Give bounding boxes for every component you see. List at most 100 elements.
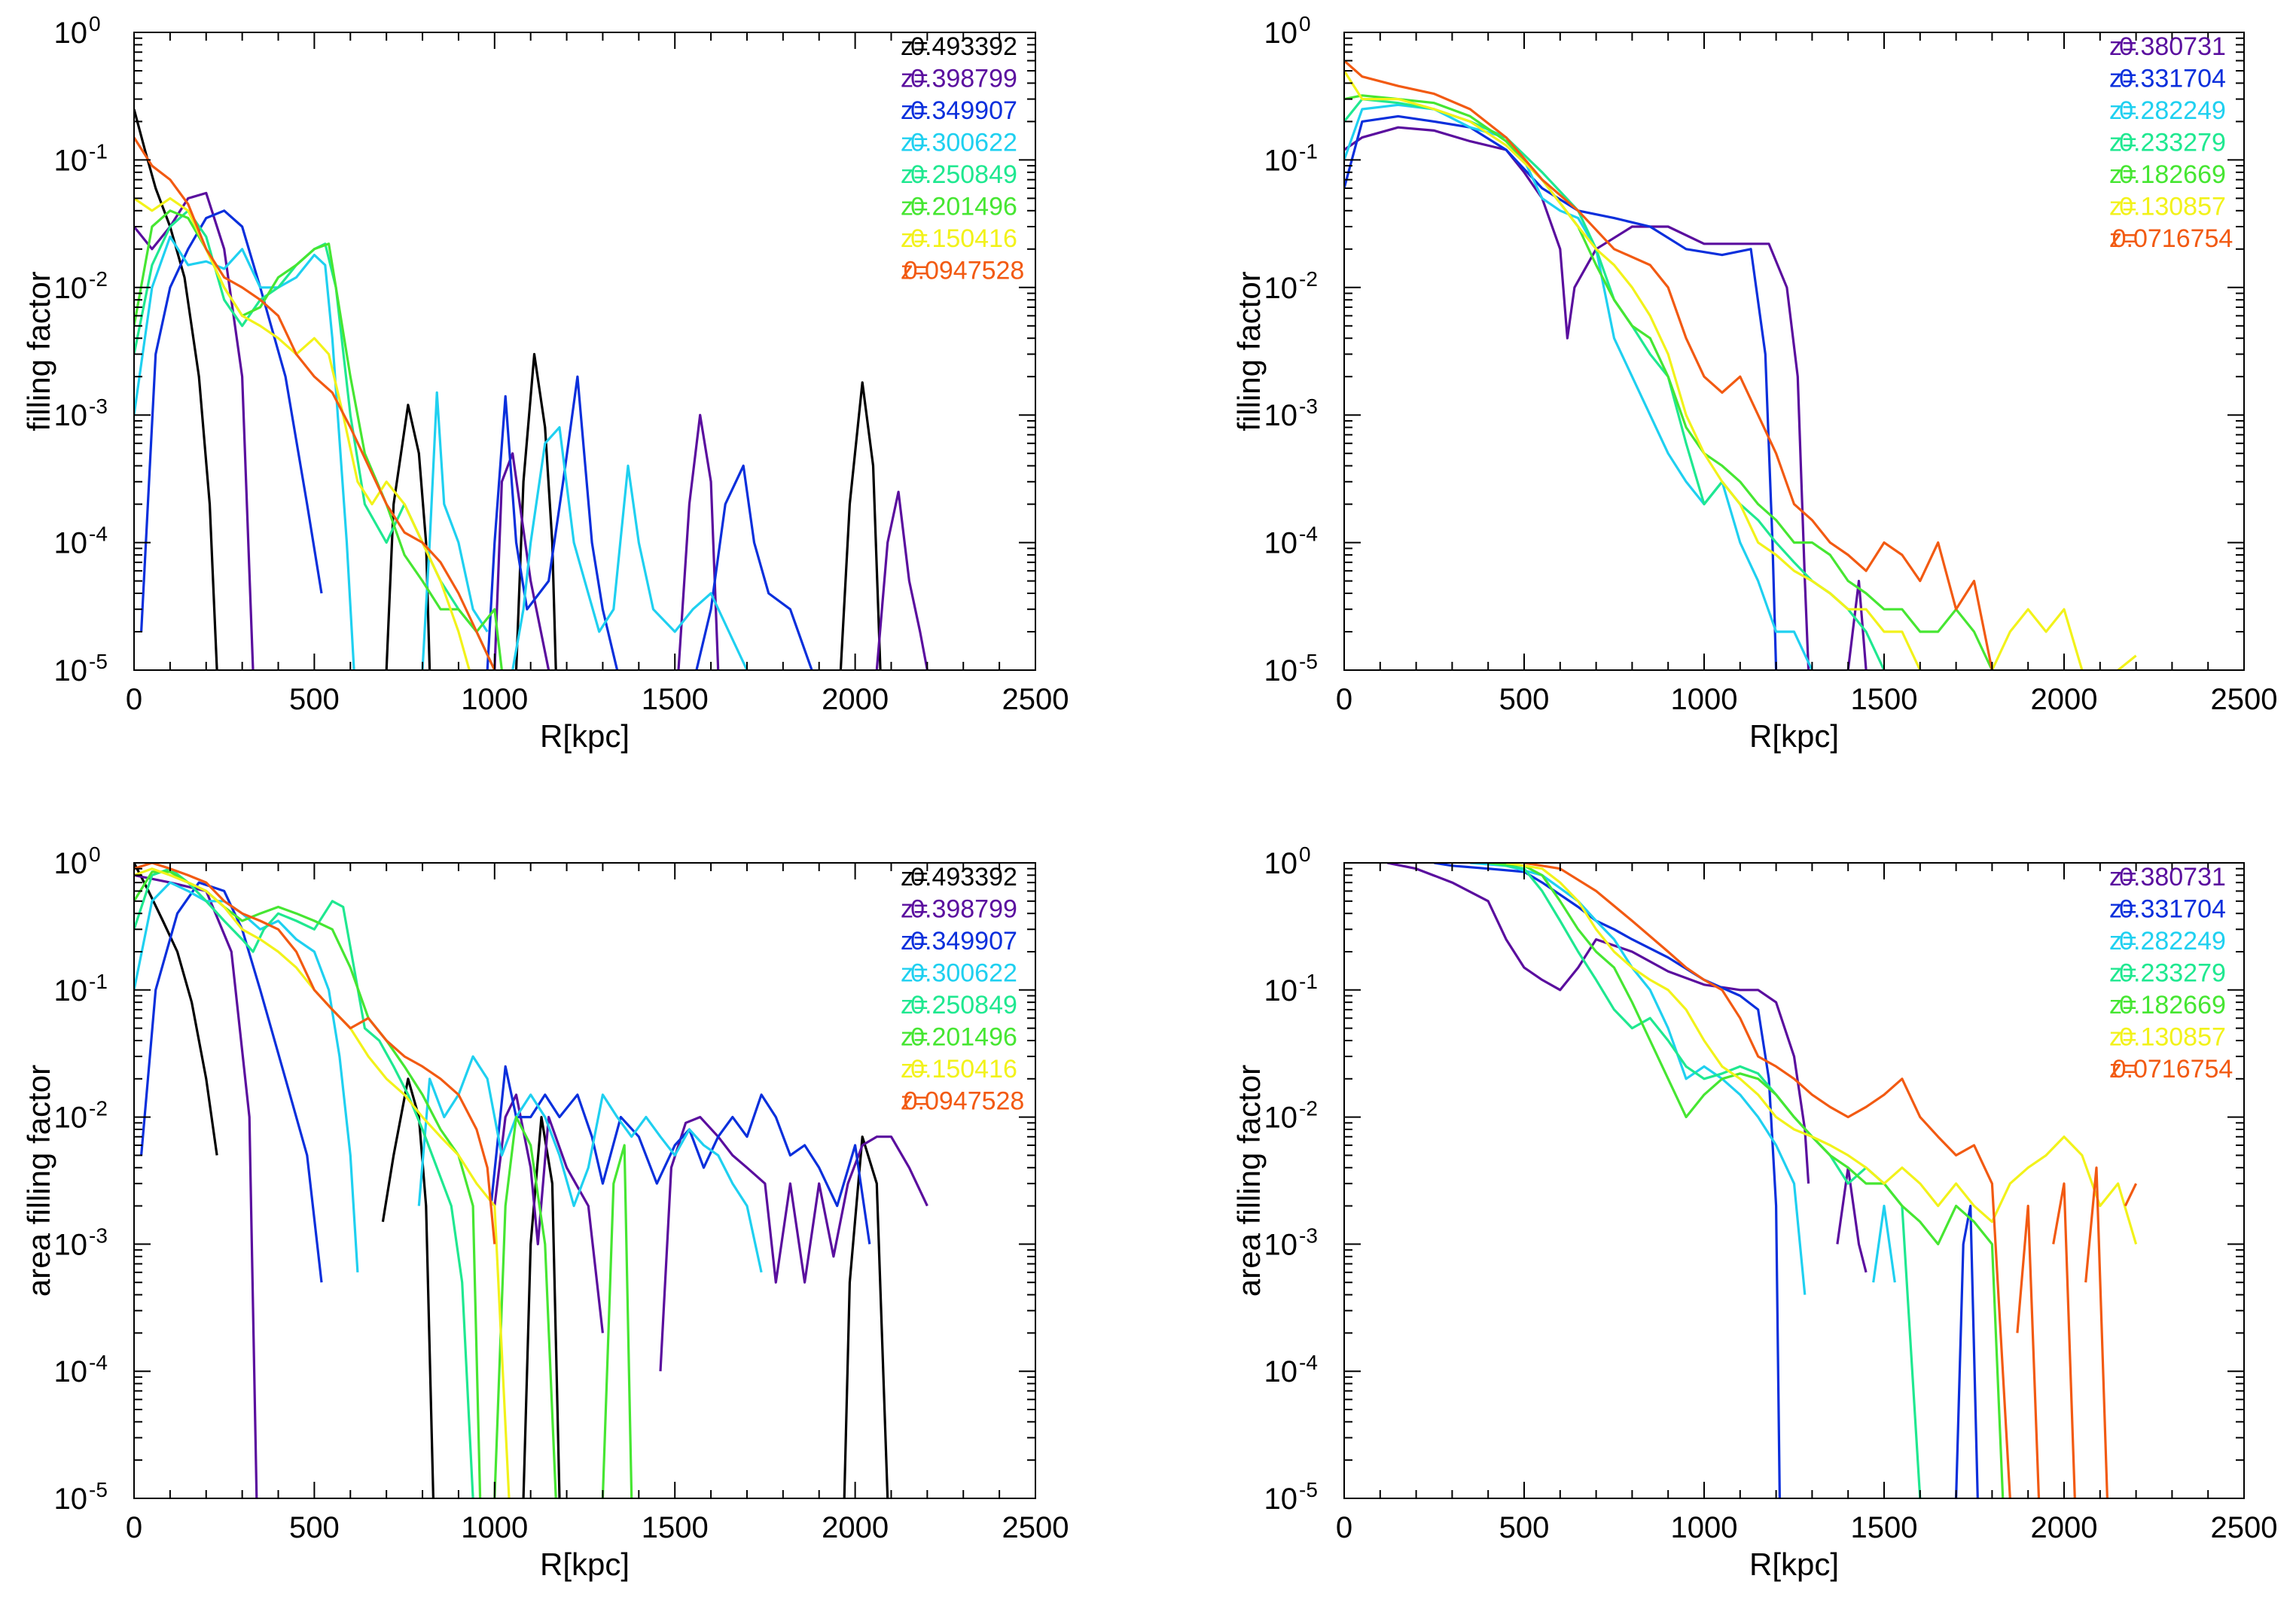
legend-entry-5: 0.182669: [2119, 991, 2226, 1019]
legend-prefix: z=: [2109, 927, 2137, 955]
legend-entry-7: 0.150416: [910, 224, 1017, 253]
y-axis-label: area filling factor: [21, 1065, 56, 1297]
legend-prefix: z=: [2109, 193, 2137, 221]
x-tick-label: 2500: [2211, 1511, 2278, 1544]
x-tick-label: 1000: [461, 683, 528, 716]
y-tick-label: 10: [1264, 527, 1298, 560]
x-tick-label: 0: [126, 1511, 142, 1544]
legend-prefix: z=: [901, 1087, 928, 1116]
y-tick-exponent: -3: [89, 1224, 108, 1247]
legend-entry-2: 0.331704: [2119, 65, 2226, 93]
y-tick-exponent: -2: [89, 1097, 108, 1120]
y-tick-exponent: 0: [1299, 12, 1311, 35]
series-line-1: [134, 108, 882, 670]
legend-entry-8: 0.0947528: [904, 257, 1025, 285]
y-tick-exponent: 0: [1299, 843, 1311, 866]
series-line-3: [1344, 103, 1813, 670]
legend-prefix: z=: [2109, 129, 2137, 157]
x-tick-label: 1000: [1671, 1511, 1738, 1544]
legend-entry-8: 0.0947528: [904, 1087, 1025, 1116]
legend-prefix: z=: [901, 927, 928, 955]
legend-entry-6: 0.201496: [910, 193, 1017, 221]
series-line-3: [140, 881, 871, 1283]
y-tick-label: 10: [1264, 272, 1298, 305]
y-tick-exponent: -4: [1299, 523, 1318, 546]
y-tick-label: 10: [1264, 1355, 1298, 1388]
legend-entry-4: 0.300622: [910, 959, 1017, 988]
legend-entry-5: 0.250849: [910, 160, 1017, 189]
legend-prefix: z=: [901, 895, 928, 924]
legend-entry-1: 0.493392: [910, 863, 1017, 891]
plot-frame: [133, 862, 1036, 1499]
legend-prefix: z=: [901, 193, 928, 221]
y-tick-exponent: -2: [1299, 1097, 1318, 1120]
y-tick-exponent: -5: [1299, 650, 1318, 673]
y-axis-label: filling factor: [1231, 271, 1267, 431]
y-tick-exponent: -4: [89, 1351, 108, 1374]
chart-panel-4: 0 500 1000 1500 2000 250010-510-410-310-210-1…: [1231, 843, 2277, 1582]
x-axis-label: R[kpc]: [540, 1547, 630, 1582]
legend-prefix: z=: [2109, 959, 2137, 988]
x-tick-label: 1500: [1851, 1511, 1918, 1544]
x-tick-label: 0: [1336, 683, 1352, 716]
y-tick-label: 10: [1264, 1228, 1298, 1261]
series-line-6: [1344, 70, 2137, 670]
legend-entry-5: 0.182669: [2119, 160, 2226, 189]
series-line-2: [134, 191, 928, 670]
y-tick-label: 10: [54, 1483, 88, 1516]
legend-entry-3: 0.349907: [910, 96, 1017, 125]
legend-prefix: z=: [901, 224, 928, 253]
y-tick-label: 10: [54, 654, 88, 687]
y-tick-label: 10: [54, 399, 88, 432]
y-axis-label: area filling factor: [1231, 1065, 1267, 1297]
series-line-1: [1344, 126, 1868, 670]
y-tick-label: 10: [54, 974, 88, 1007]
legend-entry-4: 0.233279: [2119, 129, 2226, 157]
series-line-4: [134, 235, 749, 670]
series-line-5: [134, 867, 474, 1498]
y-tick-exponent: -2: [89, 267, 108, 291]
legend-entry-5: 0.250849: [910, 991, 1017, 1019]
y-tick-exponent: -1: [89, 139, 108, 163]
x-axis-label: R[kpc]: [1749, 718, 1839, 754]
plot-frame: [133, 32, 1036, 671]
y-tick-exponent: -5: [89, 1478, 108, 1501]
y-tick-label: 10: [54, 1355, 88, 1388]
x-tick-label: 500: [289, 1511, 340, 1544]
legend-prefix: z=: [2109, 224, 2137, 253]
x-tick-label: 2000: [822, 683, 889, 716]
series-line-1: [134, 863, 889, 1498]
y-tick-label: 10: [1264, 1483, 1298, 1516]
series-line-5: [1488, 863, 2005, 1498]
legend-entry-1: 0.493392: [910, 32, 1017, 61]
y-tick-exponent: -4: [1299, 1351, 1318, 1374]
y-tick-label: 10: [54, 527, 88, 560]
legend-entry-7: 0.0716754: [2112, 224, 2233, 253]
y-tick-exponent: 0: [89, 843, 101, 866]
legend-prefix: z=: [901, 129, 928, 157]
x-tick-label: 0: [1336, 1511, 1352, 1544]
legend-entry-4: 0.233279: [2119, 959, 2226, 988]
legend-prefix: z=: [2109, 863, 2137, 891]
y-tick-label: 10: [54, 272, 88, 305]
x-tick-label: 500: [289, 683, 340, 716]
plot-frame: [1343, 32, 2245, 671]
y-tick-exponent: -1: [1299, 139, 1318, 163]
legend-prefix: z=: [2109, 1055, 2137, 1083]
y-tick-label: 10: [1264, 654, 1298, 687]
y-axis-label: filling factor: [21, 271, 56, 431]
x-tick-label: 2500: [2211, 683, 2278, 716]
x-tick-label: 2000: [2031, 1511, 2098, 1544]
series-line-2: [134, 873, 928, 1498]
legend-entry-3: 0.282249: [2119, 96, 2226, 125]
x-axis-label: R[kpc]: [540, 718, 630, 754]
x-tick-label: 1000: [1671, 683, 1738, 716]
legend-prefix: z=: [901, 96, 928, 125]
x-tick-label: 2000: [2031, 683, 2098, 716]
y-tick-label: 10: [1264, 847, 1298, 880]
legend-prefix: z=: [901, 32, 928, 61]
y-tick-exponent: -5: [89, 650, 108, 673]
legend-prefix: z=: [2109, 895, 2137, 924]
legend-entry-3: 0.282249: [2119, 927, 2226, 955]
